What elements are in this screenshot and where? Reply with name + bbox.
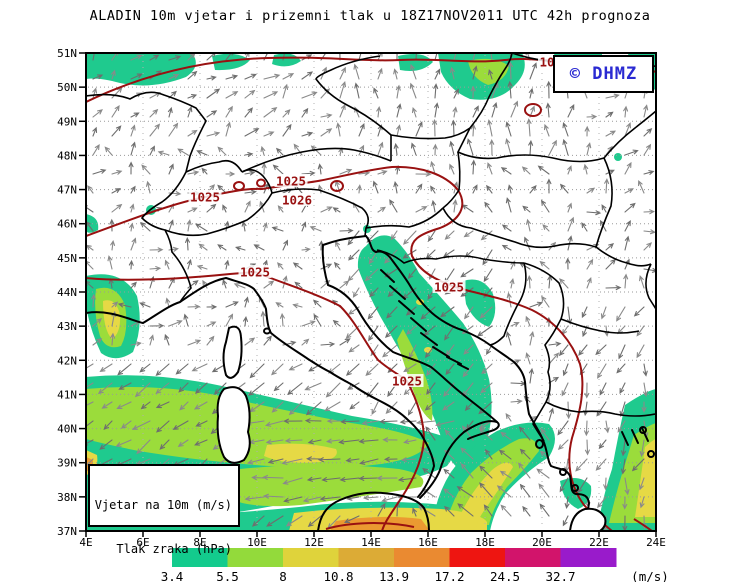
lat-tick-label: 38N <box>57 491 77 504</box>
lat-tick-label: 49N <box>57 115 77 128</box>
colorbar-segment <box>338 548 395 567</box>
coastlines-layer <box>87 235 655 530</box>
page-title: ALADIN 10m vjetar i prizemni tlak u 18Z1… <box>89 8 651 24</box>
svg-text:1025: 1025 <box>240 265 270 280</box>
svg-text:1025: 1025 <box>434 280 464 295</box>
lat-tick-label: 45N <box>57 252 77 265</box>
colorbar-threshold-label: 24.5 <box>490 569 520 582</box>
lon-tick-label: 14E <box>361 536 381 549</box>
country-borders-layer <box>87 54 655 442</box>
colorbar-threshold-label: 5.5 <box>216 569 239 582</box>
svg-text:1025: 1025 <box>392 374 422 389</box>
lon-tick-label: 6E <box>136 536 149 549</box>
lat-tick-label: 40N <box>57 423 77 436</box>
lon-tick-label: 12E <box>304 536 324 549</box>
lon-tick-label: 18E <box>475 536 495 549</box>
colorbar-threshold-label: 8 <box>279 569 287 582</box>
colorbar-segment <box>505 548 561 567</box>
colorbar-threshold-label: 10.8 <box>323 569 353 582</box>
lat-tick-label: 42N <box>57 354 77 367</box>
colorbar-segment <box>560 548 617 567</box>
colorbar-layer: 3.4 5.5 8 10.8 13.9 17.2 24.5 32.7 (m/s) <box>161 548 669 582</box>
lat-tick-label: 50N <box>57 81 77 94</box>
lon-tick-label: 20E <box>532 536 552 549</box>
svg-text:1025: 1025 <box>276 174 306 189</box>
colorbar-segment <box>449 548 506 567</box>
lat-tick-label: 48N <box>57 149 77 162</box>
lat-tick-label: 39N <box>57 457 77 470</box>
wind-arrows-layer <box>87 54 655 530</box>
lon-tick-label: 10E <box>247 536 267 549</box>
svg-text:10: 10 <box>539 55 554 70</box>
lat-tick-label: 46N <box>57 218 77 231</box>
axes-layer: 51N 50N 49N 48N 47N 46N 45N 44N 43N 42N 41N 40N 39N 3… <box>57 47 666 549</box>
svg-text:1026: 1026 <box>282 193 312 208</box>
info-line-wind: Vjetar na 10m (m/s) <box>94 498 232 512</box>
colorbar-segment <box>394 548 450 567</box>
contour-labels-layer: 1025 1025 1026 1025 1025 1025 10 <box>188 55 556 389</box>
dhmz-logo: © DHMZ <box>569 64 638 84</box>
lon-tick-label: 22E <box>589 536 609 549</box>
lat-tick-label: 43N <box>57 320 77 333</box>
lon-tick-label: 24E <box>646 536 666 549</box>
lat-tick-label: 44N <box>57 286 77 299</box>
svg-text:1025: 1025 <box>190 190 220 205</box>
lat-tick-label: 47N <box>57 184 77 197</box>
colorbar-unit-label: (m/s) <box>631 569 669 582</box>
lon-tick-label: 8E <box>193 536 206 549</box>
lon-tick-label: 4E <box>79 536 92 549</box>
colorbar-threshold-label: 3.4 <box>161 569 184 582</box>
colorbar-segment <box>227 548 284 567</box>
legend-info-box: Vjetar na 10m (m/s) Tlak zraka (hPa) sta… <box>88 464 240 556</box>
colorbar-segment <box>172 548 228 567</box>
lat-tick-label: 51N <box>57 47 77 60</box>
lon-tick-label: 16E <box>418 536 438 549</box>
colorbar-segment <box>283 548 339 567</box>
logo-box: © DHMZ <box>553 55 654 93</box>
lat-tick-label: 37N <box>57 525 77 538</box>
info-line-pressure: Tlak zraka (hPa) <box>116 541 232 556</box>
colorbar-threshold-label: 32.7 <box>545 569 575 582</box>
colorbar-threshold-label: 13.9 <box>379 569 409 582</box>
lat-tick-label: 41N <box>57 388 77 401</box>
colorbar-threshold-label: 17.2 <box>434 569 464 582</box>
